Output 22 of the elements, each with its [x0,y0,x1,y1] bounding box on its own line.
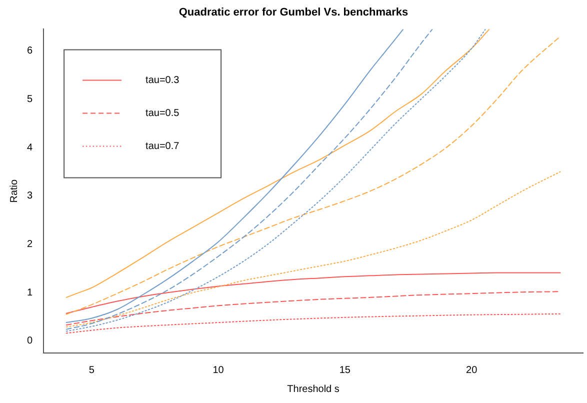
x-tick-label: 20 [466,364,478,376]
line-series [66,36,561,315]
x-axis-title: Threshold s [287,384,340,395]
legend-label: tau=0.7 [146,140,180,152]
x-tick-label: 5 [88,364,95,376]
y-tick-label: 5 [27,94,33,106]
line-series [66,272,561,314]
chart-title: Quadratic error for Gumbel Vs. benchmarks [178,6,408,19]
y-tick-label: 0 [27,336,33,347]
x-tick-label: 10 [212,364,224,376]
y-axis-title: Ratio [8,178,20,203]
line-series [66,171,561,328]
y-tick-label: 4 [27,142,33,154]
line-series [66,291,561,326]
y-tick-label: 6 [27,46,33,57]
legend-label: tau=0.5 [146,108,180,119]
y-tick-label: 3 [27,190,33,202]
y-tick-label: 2 [27,239,33,250]
line-series [66,313,561,334]
legend-label: tau=0.3 [146,74,180,86]
x-tick-label: 15 [339,364,351,376]
y-tick-label: 1 [27,287,33,298]
